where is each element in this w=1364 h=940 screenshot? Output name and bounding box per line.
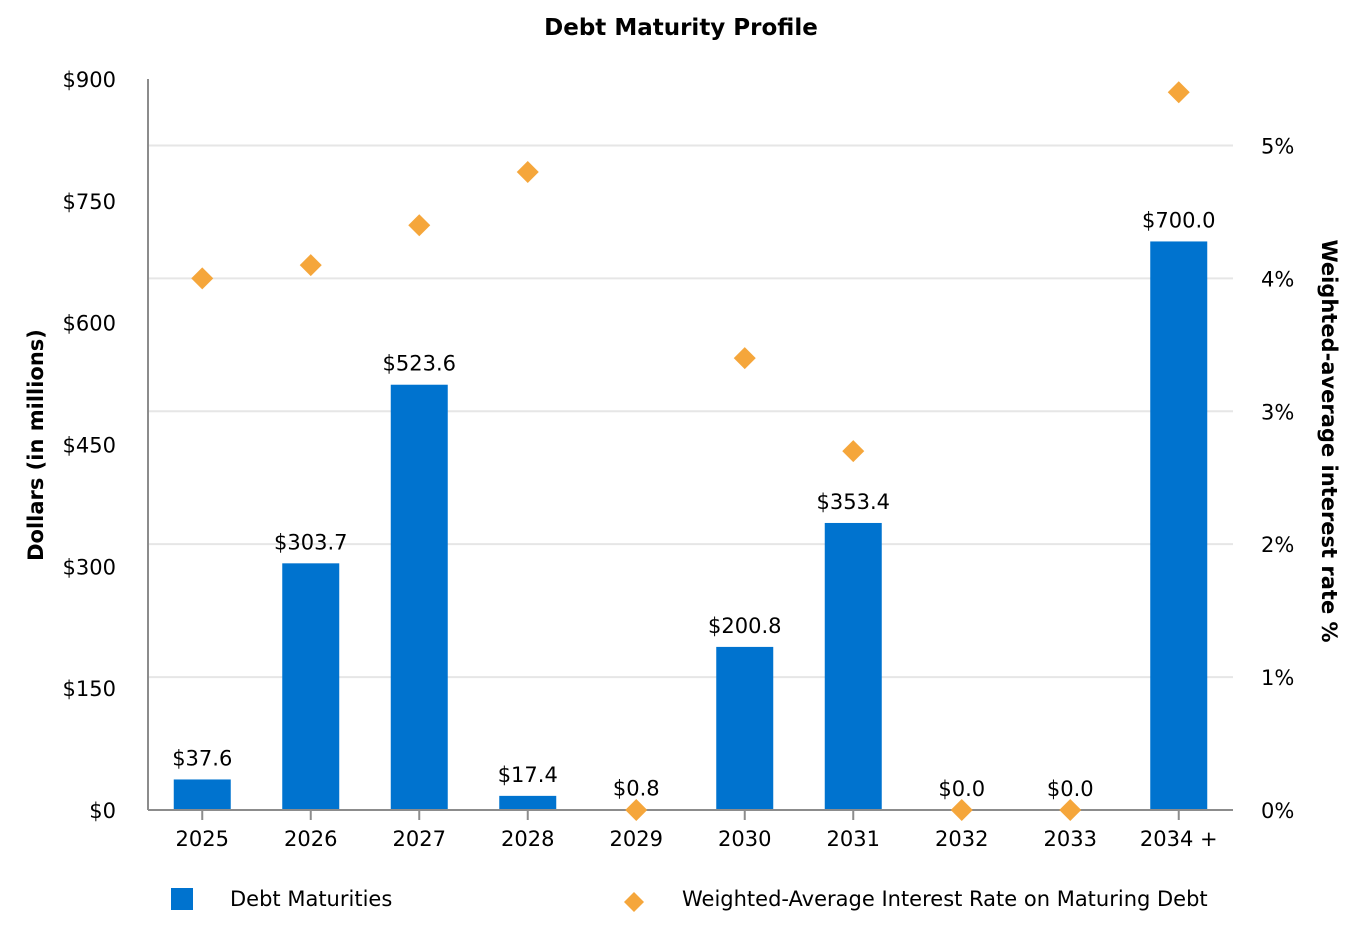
axes (147, 79, 1233, 811)
rate-marker (625, 799, 648, 821)
bar-value-label: $17.4 (498, 763, 558, 787)
rate-marker (516, 161, 539, 184)
rate-marker (733, 347, 756, 370)
bar (390, 384, 448, 810)
x-tick-label: 2032 (935, 827, 988, 851)
y-tick-label: $450 (63, 434, 116, 458)
x-tick-label: 2026 (284, 827, 337, 851)
bar-value-label: $303.7 (274, 530, 347, 554)
legend-label-debt-maturities: Debt Maturities (230, 887, 392, 911)
rate-marker (191, 267, 214, 290)
rate-marker (950, 799, 973, 821)
bar-value-label: $0.0 (1047, 777, 1094, 801)
x-tick-label: 2027 (393, 827, 446, 851)
rate-marker (842, 440, 865, 463)
bar-value-label: $353.4 (817, 490, 890, 514)
legend-swatch-debt-maturities (171, 888, 193, 910)
y-tick-label: $750 (63, 190, 116, 214)
bar-value-label: $700.0 (1142, 208, 1215, 232)
legend: Debt Maturities Weighted-Average Interes… (171, 887, 1208, 912)
y-tick-label: $600 (63, 312, 116, 336)
x-tick-label: 2034 + (1140, 827, 1218, 851)
y-tick-label: $150 (63, 677, 116, 701)
y-tick-label: $300 (63, 555, 116, 579)
bar (282, 563, 340, 810)
legend-swatch-interest-rate (624, 892, 644, 912)
y2-tick-label: 5% (1261, 134, 1294, 158)
y-axis-title: Dollars (in millions) (24, 329, 48, 561)
y2-axis-title: Weighted-average interest rate % (1317, 239, 1341, 642)
bar (716, 646, 774, 810)
x-tick-label: 2025 (176, 827, 229, 851)
bar-value-label: $523.6 (383, 352, 456, 376)
y2-tick-label: 1% (1261, 666, 1294, 690)
chart-title: Debt Maturity Profile (544, 15, 818, 41)
bar (499, 795, 557, 810)
gridlines (148, 144, 1233, 679)
left-axis-ticks: $0 $150 $300 $450 $600 $750 $900 (63, 68, 116, 823)
scatter-series-interest-rate (191, 81, 1190, 821)
x-tick-label: 2030 (718, 827, 771, 851)
y-tick-label: $0 (89, 799, 116, 823)
bar-value-label: $37.6 (172, 746, 232, 770)
x-tick-label: 2033 (1044, 827, 1097, 851)
x-axis-ticks: 2025 2026 2027 2028 2029 2030 2031 2032 2033 2034… (176, 810, 1218, 851)
rate-marker (299, 254, 322, 277)
bar-value-label: $200.8 (708, 614, 781, 638)
y-tick-label: $900 (63, 68, 116, 92)
rate-marker (1167, 81, 1190, 104)
y2-tick-label: 3% (1261, 400, 1294, 424)
bar (1150, 241, 1208, 810)
x-tick-label: 2029 (610, 827, 663, 851)
y2-tick-label: 0% (1261, 799, 1294, 823)
bar-series-debt-maturities (173, 241, 1208, 810)
rate-marker (1059, 799, 1082, 821)
bar (173, 779, 231, 810)
bar-data-labels: $37.6 $303.7 $523.6 $17.4 $0.8 $200.8 $353.4 $0… (172, 208, 1215, 801)
x-tick-label: 2031 (827, 827, 880, 851)
legend-label-interest-rate: Weighted-Average Interest Rate on Maturi… (682, 887, 1208, 911)
right-axis-ticks: 0% 1% 2% 3% 4% 5% (1261, 134, 1294, 823)
y2-tick-label: 4% (1261, 267, 1294, 291)
bar-value-label: $0.0 (938, 777, 985, 801)
bar (824, 522, 882, 810)
bar-value-label: $0.8 (613, 776, 660, 800)
x-tick-label: 2028 (501, 827, 554, 851)
y2-tick-label: 2% (1261, 533, 1294, 557)
rate-marker (408, 214, 431, 237)
